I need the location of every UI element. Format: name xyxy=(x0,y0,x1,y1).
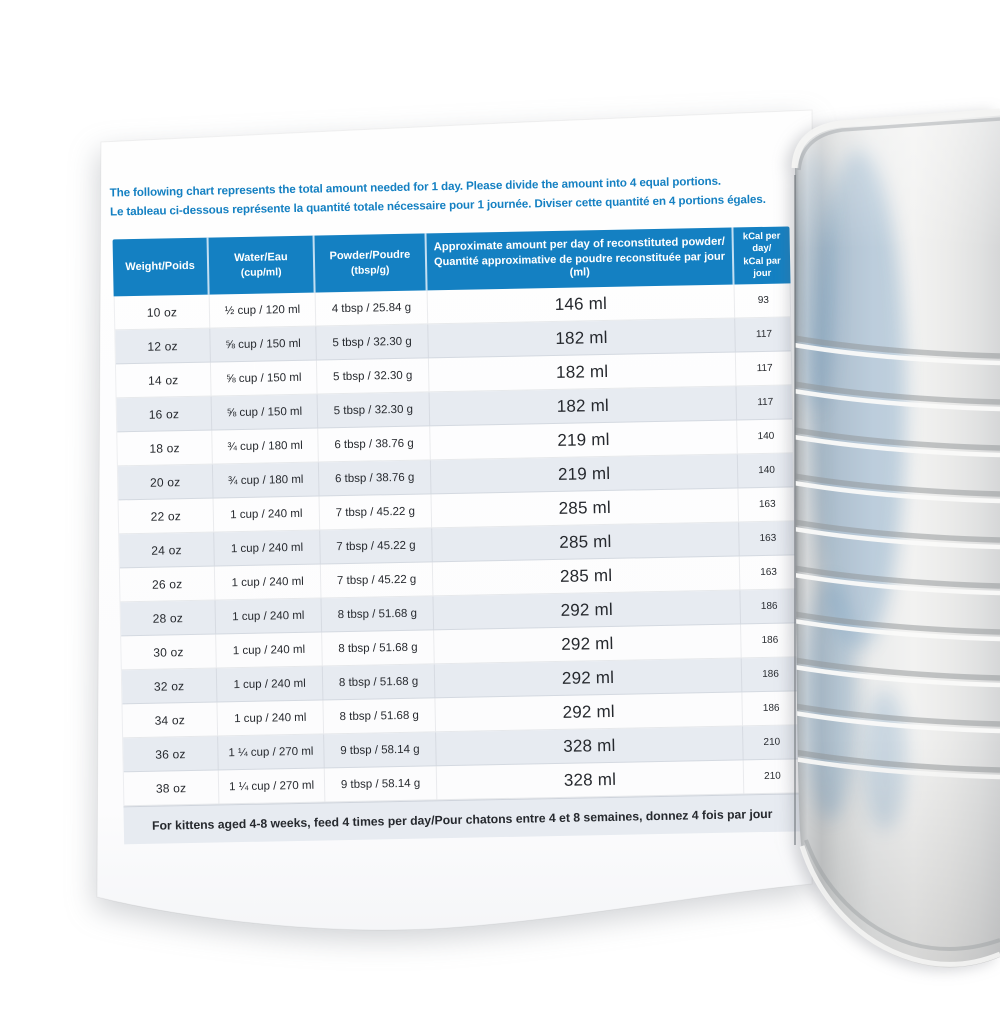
can-bottom-rim xyxy=(799,845,1000,967)
can-top-rim-shadow xyxy=(797,117,1000,171)
can-bottom-rim-shadow xyxy=(804,839,1000,952)
label-sheet-shape xyxy=(96,109,813,931)
can-top-rim xyxy=(791,108,1000,169)
